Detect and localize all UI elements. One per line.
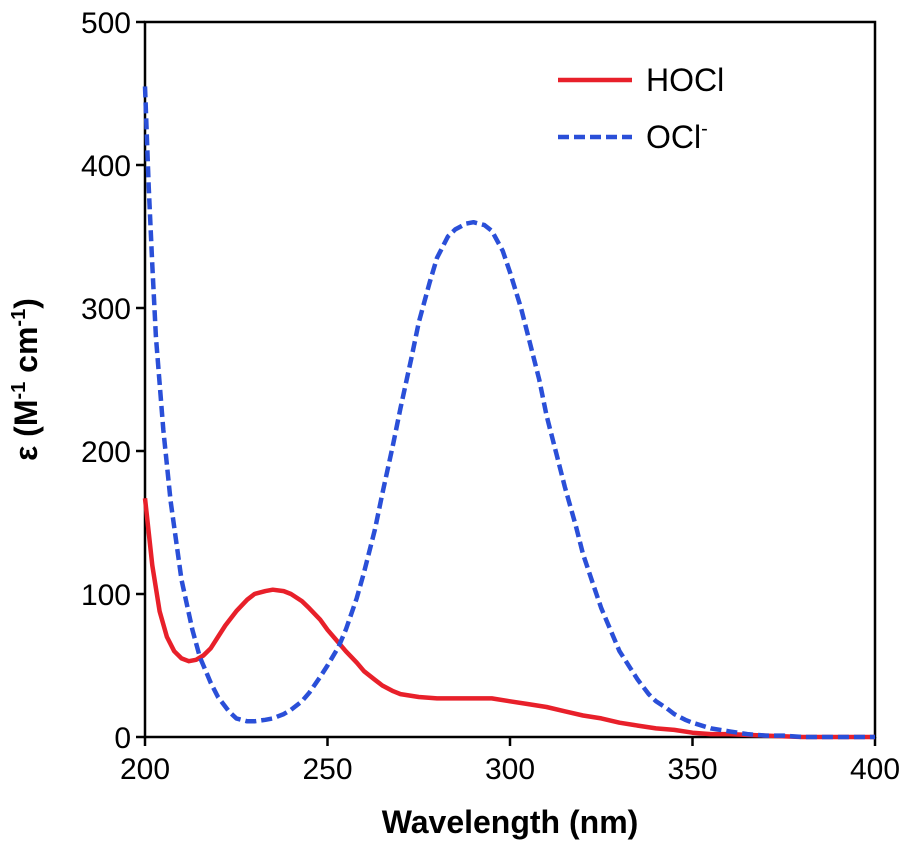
x-tick-label: 250 [302,753,352,786]
x-tick-label: 400 [850,753,900,786]
series-line-hocl [142,497,875,740]
y-axis-title-middle: cm [8,327,44,382]
y-tick-label: 100 [81,579,131,612]
plot-border [143,20,877,739]
x-axis-title: Wavelength (nm) [382,804,639,840]
y-axis-ticks: 0 100 200 300 400 500 [81,7,145,755]
y-axis-title-sup2: -1 [8,309,30,327]
x-tick-label: 200 [120,753,170,786]
series-line-ocl [142,86,875,740]
legend: HOCl OCl- [558,62,724,155]
y-axis-title-prefix: ε (M [8,400,44,461]
x-axis-ticks: 200 250 300 350 400 [120,737,900,786]
y-axis-title-suffix: ) [8,298,44,309]
legend-label-hocl: HOCl [646,62,724,98]
plot-frame [143,20,877,739]
y-tick-label: 500 [81,7,131,40]
series-layer [142,86,875,740]
x-tick-label: 350 [667,753,717,786]
legend-label-ocl: OCl- [646,118,708,155]
x-tick-label: 300 [485,753,535,786]
y-tick-label: 300 [81,293,131,326]
y-tick-label: 0 [114,722,131,755]
y-axis-title: ε (M-1 cm-1) [8,298,44,461]
y-axis-title-sup1: -1 [8,382,30,400]
y-tick-label: 400 [81,150,131,183]
y-tick-label: 200 [81,436,131,469]
